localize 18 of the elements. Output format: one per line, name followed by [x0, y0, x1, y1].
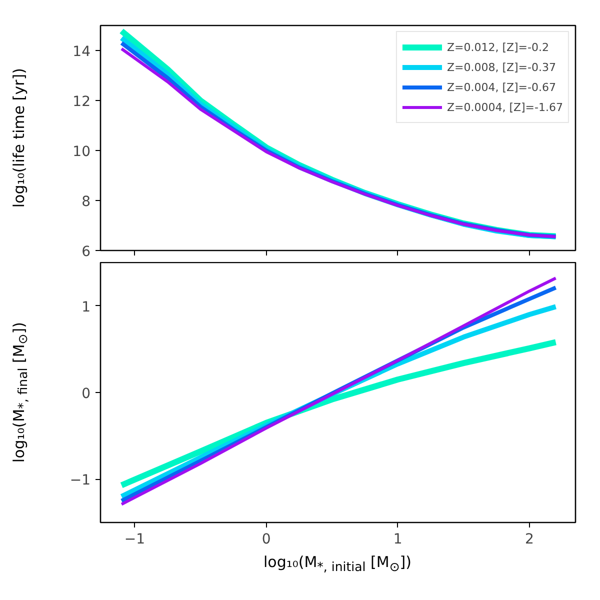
- x-tick-label: 2: [524, 532, 534, 548]
- legend-label: Z=0.008, [Z]=-0.37: [446, 60, 556, 74]
- legend-label: Z=0.012, [Z]=-0.2: [446, 40, 549, 54]
- y-tick-label: 8: [82, 194, 91, 210]
- y-tick-label: 12: [72, 94, 91, 110]
- y-tick-label: 14: [72, 44, 91, 60]
- y-axis-title: log₁₀(life time [yr]): [9, 68, 30, 208]
- legend-label: Z=0.004, [Z]=-0.67: [446, 80, 556, 94]
- y-tick-label: 1: [82, 299, 91, 316]
- x-tick-label: −1: [124, 532, 146, 548]
- x-tick-label: 0: [262, 532, 271, 548]
- x-tick-label: 1: [393, 532, 402, 548]
- y-tick-label: −1: [70, 472, 91, 489]
- x-axis-title: log₁₀(M$_{*, initial}$ [M$_{⊙}$]): [263, 552, 412, 576]
- y-tick-label: 0: [82, 386, 91, 402]
- y-tick-label: 10: [72, 144, 91, 160]
- y-tick-label: 6: [82, 244, 91, 260]
- legend-label: Z=0.0004, [Z]=-1.67: [446, 100, 563, 114]
